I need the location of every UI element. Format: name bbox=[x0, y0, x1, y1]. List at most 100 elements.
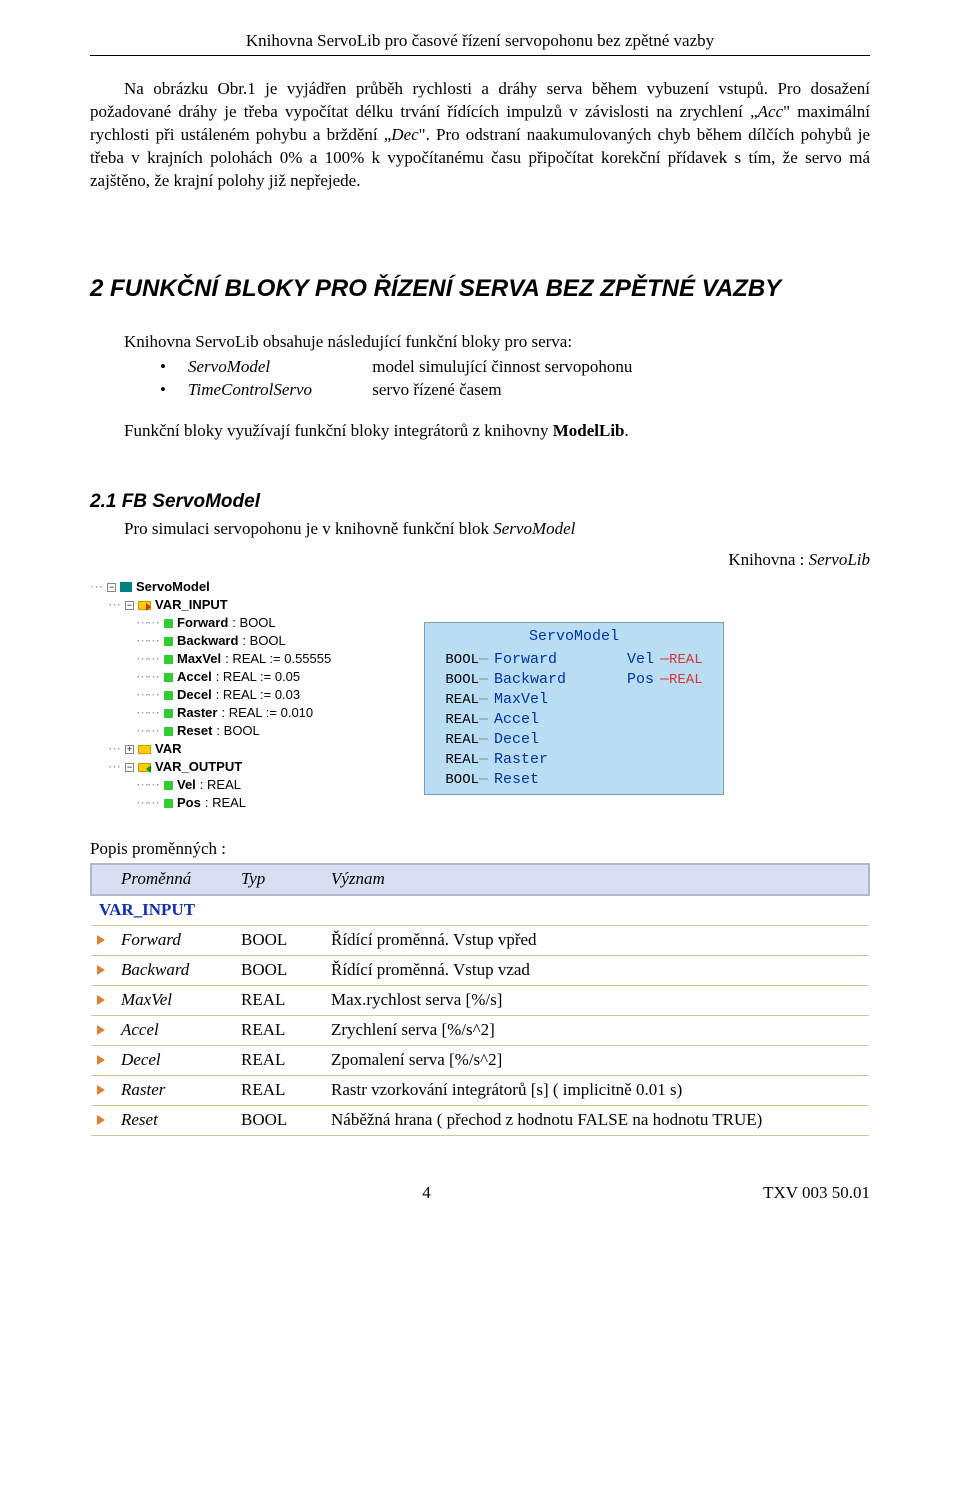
collapse-icon[interactable]: − bbox=[125, 601, 134, 610]
fb-port-row: REAL—Raster bbox=[425, 750, 723, 770]
tree-folder-var[interactable]: ⋯ + VAR bbox=[90, 740, 390, 758]
port-connector: — bbox=[658, 670, 669, 690]
th-name: Proměnná bbox=[113, 864, 233, 895]
port-in-type: REAL bbox=[425, 710, 479, 730]
list-item: TimeControlServo servo řízené časem bbox=[160, 379, 870, 402]
fb-ref: ServoModel bbox=[493, 519, 575, 538]
var-name: Forward bbox=[177, 614, 228, 632]
cell-name: Backward bbox=[113, 956, 233, 986]
port-in-name: Backward bbox=[490, 670, 590, 690]
subsection-paragraph: Pro simulaci servopohonu je v knihovně f… bbox=[90, 518, 870, 541]
note-text: Funkční bloky využívají funkční bloky in… bbox=[124, 421, 553, 440]
list-item: ServoModel model simulující činnost serv… bbox=[160, 356, 870, 379]
fb-block-wrap: ServoModel BOOL—ForwardVel—REALBOOL—Back… bbox=[424, 578, 724, 794]
tree-item[interactable]: ⋯⋯ Decel : REAL := 0.03 bbox=[90, 686, 390, 704]
row-marker bbox=[91, 926, 113, 956]
variables-caption: Popis proměnných : bbox=[90, 838, 870, 861]
table-row: DecelREALZpomalení serva [%/s^2] bbox=[91, 1045, 869, 1075]
input-arrow-icon bbox=[97, 995, 105, 1005]
port-in-type: REAL bbox=[425, 750, 479, 770]
folder-icon bbox=[138, 745, 151, 754]
tree-item[interactable]: ⋯⋯ Reset : BOOL bbox=[90, 722, 390, 740]
cell-type: REAL bbox=[233, 1045, 323, 1075]
note-text: . bbox=[625, 421, 629, 440]
cell-type: REAL bbox=[233, 1015, 323, 1045]
tree-item[interactable]: ⋯⋯ Raster : REAL := 0.010 bbox=[90, 704, 390, 722]
input-arrow-icon bbox=[97, 1085, 105, 1095]
var-name: Backward bbox=[177, 632, 238, 650]
row-marker bbox=[91, 1045, 113, 1075]
port-connector: — bbox=[479, 670, 490, 690]
fb-list: ServoModel model simulující činnost serv… bbox=[160, 356, 870, 402]
var-type: : REAL := 0.010 bbox=[221, 704, 313, 722]
var-icon bbox=[164, 637, 173, 646]
folder-in-icon bbox=[138, 601, 151, 610]
tree-item[interactable]: ⋯⋯ Accel : REAL := 0.05 bbox=[90, 668, 390, 686]
variable-tree[interactable]: ⋯ − ServoModel ⋯ − VAR_INPUT ⋯⋯ Forward … bbox=[90, 578, 390, 812]
port-connector: — bbox=[479, 710, 490, 730]
tree-connector: ⋯⋯ bbox=[136, 632, 158, 650]
var-icon bbox=[164, 691, 173, 700]
input-arrow-icon bbox=[97, 935, 105, 945]
var-type: : REAL := 0.05 bbox=[216, 668, 300, 686]
cell-meaning: Zpomalení serva [%/s^2] bbox=[323, 1045, 869, 1075]
var-name: Pos bbox=[177, 794, 201, 812]
input-arrow-icon bbox=[97, 965, 105, 975]
tree-connector: ⋯⋯ bbox=[136, 794, 158, 812]
port-out-name: Pos bbox=[590, 670, 658, 690]
tree-folder-input[interactable]: ⋯ − VAR_INPUT bbox=[90, 596, 390, 614]
collapse-icon[interactable]: − bbox=[125, 763, 134, 772]
row-marker bbox=[91, 1105, 113, 1135]
doc-number: TXV 003 50.01 bbox=[763, 1182, 870, 1205]
row-marker bbox=[91, 985, 113, 1015]
tree-connector: ⋯⋯ bbox=[136, 668, 158, 686]
port-in-name: MaxVel bbox=[490, 690, 590, 710]
input-arrow-icon bbox=[97, 1055, 105, 1065]
tree-connector: ⋯⋯ bbox=[136, 722, 158, 740]
port-out-name: Vel bbox=[590, 650, 658, 670]
expand-icon[interactable]: + bbox=[125, 745, 134, 754]
fb-block: ServoModel BOOL—ForwardVel—REALBOOL—Back… bbox=[424, 622, 724, 794]
fb-port-row: BOOL—Reset bbox=[425, 770, 723, 790]
var-type: : REAL bbox=[200, 776, 241, 794]
cell-name: Raster bbox=[113, 1075, 233, 1105]
var-name: MaxVel bbox=[177, 650, 221, 668]
tree-root[interactable]: ⋯ − ServoModel bbox=[90, 578, 390, 596]
var-icon bbox=[164, 655, 173, 664]
th-blank bbox=[91, 864, 113, 895]
page-footer: 4 TXV 003 50.01 bbox=[90, 1182, 870, 1205]
lib-ref: ModelLib bbox=[553, 421, 625, 440]
port-in-type: BOOL bbox=[425, 770, 479, 790]
tree-connector: ⋯⋯ bbox=[136, 686, 158, 704]
tree-item[interactable]: ⋯⋯ Backward : BOOL bbox=[90, 632, 390, 650]
cell-name: Decel bbox=[113, 1045, 233, 1075]
tree-connector: ⋯⋯ bbox=[136, 704, 158, 722]
folder-out-icon bbox=[138, 763, 151, 772]
fb-name: ServoModel bbox=[188, 356, 368, 379]
tree-folder-output[interactable]: ⋯ − VAR_OUTPUT bbox=[90, 758, 390, 776]
tree-item[interactable]: ⋯⋯ MaxVel : REAL := 0.55555 bbox=[90, 650, 390, 668]
collapse-icon[interactable]: − bbox=[107, 583, 116, 592]
diagram-wrap: ⋯ − ServoModel ⋯ − VAR_INPUT ⋯⋯ Forward … bbox=[90, 578, 870, 812]
var-type: : REAL := 0.03 bbox=[216, 686, 300, 704]
term-acc: Acc bbox=[758, 102, 783, 121]
tree-label: VAR_INPUT bbox=[155, 596, 228, 614]
table-header-row: Proměnná Typ Význam bbox=[91, 864, 869, 895]
fb-port-row: REAL—Decel bbox=[425, 730, 723, 750]
tree-item[interactable]: ⋯⋯ Forward : BOOL bbox=[90, 614, 390, 632]
tree-connector: ⋯⋯ bbox=[136, 614, 158, 632]
table-section-row: VAR_INPUT bbox=[91, 895, 869, 925]
fb-icon bbox=[120, 582, 132, 592]
cell-type: BOOL bbox=[233, 956, 323, 986]
tree-item[interactable]: ⋯⋯ Pos : REAL bbox=[90, 794, 390, 812]
var-icon bbox=[164, 709, 173, 718]
cell-type: BOOL bbox=[233, 1105, 323, 1135]
section-heading: 2 FUNKČNÍ BLOKY PRO ŘÍZENÍ SERVA BEZ ZPĚ… bbox=[90, 273, 870, 305]
var-type: : BOOL bbox=[232, 614, 275, 632]
fb-port-row: REAL—MaxVel bbox=[425, 690, 723, 710]
row-marker bbox=[91, 956, 113, 986]
var-name: Accel bbox=[177, 668, 212, 686]
tree-item[interactable]: ⋯⋯ Vel : REAL bbox=[90, 776, 390, 794]
row-marker bbox=[91, 1015, 113, 1045]
page-header: Knihovna ServoLib pro časové řízení serv… bbox=[90, 30, 870, 56]
